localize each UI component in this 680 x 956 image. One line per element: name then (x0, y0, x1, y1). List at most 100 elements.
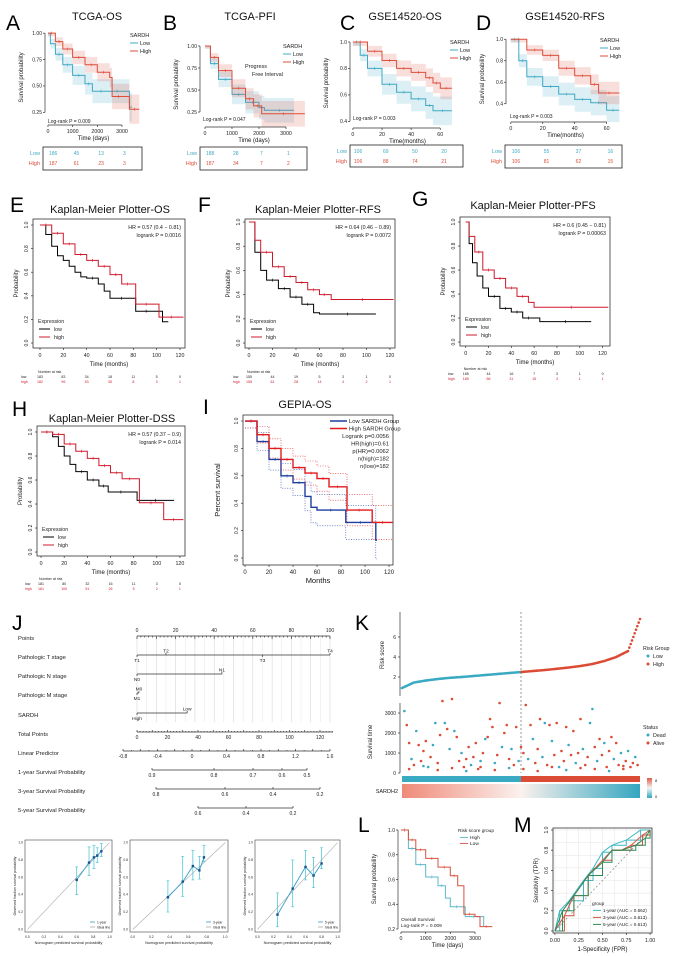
y-tick-label: 0.4 (451, 290, 457, 297)
legend-dot (646, 662, 650, 666)
legend-title: Risk score group (458, 828, 494, 834)
panel-j-nomogram: Points Pathologic T stage Pathologic N sta… (18, 628, 334, 817)
survival-time-point (531, 737, 535, 741)
panel-letter-g: G (412, 188, 428, 211)
log-rank-annotation: Log-rank P = 0.003 (353, 116, 396, 122)
confidence-band (48, 33, 140, 124)
panel-letter-j: J (12, 612, 23, 635)
statistics-text: n(low)=182 (360, 464, 389, 470)
panel-d-km-plot: GSE14520-RFS 1.0 0.8 0.6 0.4 0 20 40 60 Time(mont… (480, 11, 623, 169)
y-tick-label: 0.6 (28, 476, 34, 483)
risk-table-value: 5 (318, 375, 320, 379)
x-axis-label: Time(months) (389, 139, 426, 145)
risk-table-value: 16 (509, 372, 513, 376)
risk-table-row-label: high (448, 377, 455, 381)
confidence-band (510, 39, 620, 123)
x-axis-label: Nomogram predicted survival probability (145, 941, 213, 945)
risk-table-value: 51 (85, 587, 89, 591)
survival-time-point (574, 761, 578, 765)
survival-curve-low (41, 431, 175, 501)
x-tick-label: 0.75 (621, 938, 631, 944)
y-tick-label: 1.0 (28, 428, 34, 435)
x-tick-label: 20 (270, 353, 276, 359)
panel-title: TCGA-OS (72, 11, 122, 23)
risk-table-value: 34 (233, 161, 239, 167)
y-axis-label: Survival probability (372, 854, 378, 904)
survival-time-point (412, 763, 416, 767)
x-axis-label: Nomogram predicted survival probability (264, 941, 332, 945)
survival-time-point (538, 717, 542, 721)
roc-curve-2 (554, 829, 651, 932)
color-scale-label: 8 (655, 778, 658, 783)
panel-title: Kaplan-Meier Plotter-RFS (255, 204, 381, 216)
x-tick-label: 1.0 (335, 935, 340, 939)
calibration-plot-1-year: 0.00.0 0.2 0.2 0.4 0.4 0.6 0.6 0.8 0.8 1.0 1.0 Nomo… (13, 839, 113, 945)
survival-time-point (445, 727, 449, 731)
survival-time-point (553, 753, 556, 757)
survival-time-point (595, 759, 599, 763)
survival-time-point (562, 759, 566, 763)
risk-table-value: 3 (156, 380, 158, 384)
statistics-text: logrank P = 0.00063 (559, 231, 607, 237)
x-tick-label: 80 (554, 351, 560, 357)
y-axis-label: Risk score (380, 640, 386, 669)
y-axis-label: Survival probability (174, 59, 180, 109)
x-tick-label: 40 (408, 132, 414, 138)
x-tick-label: 0 (248, 353, 251, 359)
risk-table-row-label: low (21, 375, 27, 379)
x-tick-label: 0.8 (204, 935, 209, 939)
calibration-point (276, 913, 279, 916)
legend-label: high (54, 335, 64, 341)
legend-label: Low (610, 46, 620, 52)
total-points-tick-label: 80 (256, 735, 262, 741)
survival-curve-low (465, 221, 592, 323)
risk-table-value: 1 (179, 587, 181, 591)
risk-table-value: 187 (49, 161, 58, 167)
y-tick-label: 2 (393, 675, 396, 681)
survival-time-point (469, 763, 473, 767)
survival-time-point (569, 753, 573, 757)
y-tick-label: 0.0 (236, 339, 242, 346)
y-tick-label: 0.0 (123, 927, 128, 931)
survival-probability-tick-label: 0.8 (211, 773, 218, 779)
risk-table-value: 181 (38, 587, 44, 591)
total-points-tick-label: 0 (136, 735, 139, 741)
survival-time-point (457, 759, 461, 763)
legend-title: Expression (465, 317, 491, 323)
risk-table-value: 99 (61, 380, 65, 384)
risk-table-value: 13 (98, 151, 104, 157)
panel-letter-h: H (12, 398, 27, 421)
nomogram-row-label: 5-year Survival Probability (18, 808, 85, 814)
linear-predictor-tick-label: -0.8 (119, 754, 128, 760)
risk-table-value: 34 (85, 375, 89, 379)
plot-frame (32, 218, 186, 349)
calibration-point (96, 854, 99, 857)
y-tick-label: 0.8 (24, 245, 30, 252)
survival-time-point (462, 765, 466, 769)
statistics-text: logrank P = 0.0072 (346, 233, 391, 239)
y-tick-label: 1.0 (18, 841, 23, 845)
risk-table-value: 2 (156, 587, 158, 591)
calibration-point (87, 861, 91, 864)
survival-probability-tick-label: 0.9 (149, 773, 156, 779)
risk-table-value: 1 (602, 377, 604, 381)
risk-table-title: Number at risk (247, 370, 271, 374)
legend-label: Low (140, 41, 150, 47)
x-tick-label: 120 (175, 561, 184, 567)
survival-time-point (453, 729, 456, 733)
covariate-level-label: T1 (134, 658, 140, 664)
survival-curve-low (39, 224, 169, 323)
risk-score-point (629, 642, 632, 646)
confidence-band (352, 42, 452, 100)
survival-time-point (419, 759, 423, 763)
points-tick-label: 20 (173, 628, 179, 634)
survival-time-point (434, 721, 437, 725)
y-tick-label: 0.6 (544, 867, 550, 874)
panel-title: Kaplan-Meier Plotter-PFS (470, 200, 595, 212)
panel-b-km-plot: TCGA-PFI 1.00 0.75 0.50 0.25 0 1000 2000 3000 Tim… (174, 11, 308, 171)
confidence-band (205, 46, 295, 123)
risk-table-value: 2 (287, 161, 290, 167)
legend-title: group (592, 901, 605, 907)
survival-probability-tick-label: 0.7 (250, 773, 257, 779)
y-tick-label: 0.4 (236, 291, 242, 298)
